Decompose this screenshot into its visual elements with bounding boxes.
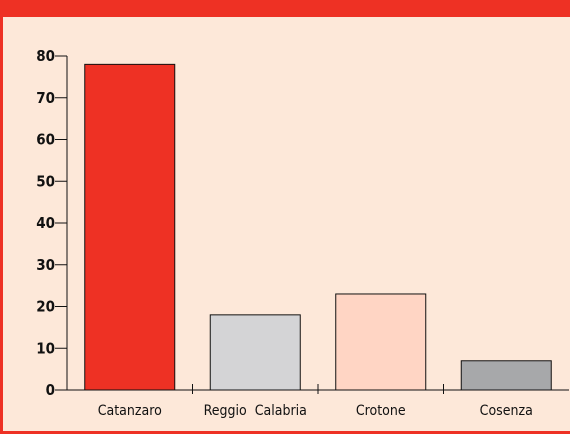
y-tick-label: 10 — [36, 339, 55, 357]
y-tick-label: 40 — [36, 214, 55, 232]
y-tick-label: 70 — [36, 89, 55, 107]
x-category-label: Catanzaro — [98, 403, 162, 419]
x-category-label: Reggio Calabria — [204, 403, 307, 419]
bar-catanzaro — [84, 63, 176, 391]
y-tick-label: 60 — [36, 131, 55, 149]
bar-cosenza — [460, 360, 552, 391]
bar-chart: 0 10 20 30 40 50 60 70 80 Catanzaro Reggio Calabri… — [36, 47, 569, 419]
y-tick-label: 30 — [36, 256, 55, 274]
bar-reggio-calabria — [209, 314, 301, 391]
x-category-label: Cosenza — [480, 403, 533, 419]
y-tick-label: 80 — [36, 47, 55, 65]
bar-crotone — [335, 293, 427, 391]
header-band — [3, 0, 570, 17]
y-tick-label: 20 — [36, 298, 55, 316]
x-category-label: Crotone — [356, 403, 406, 419]
y-tick-label: 50 — [36, 172, 55, 190]
y-tick-label: 0 — [46, 381, 55, 399]
